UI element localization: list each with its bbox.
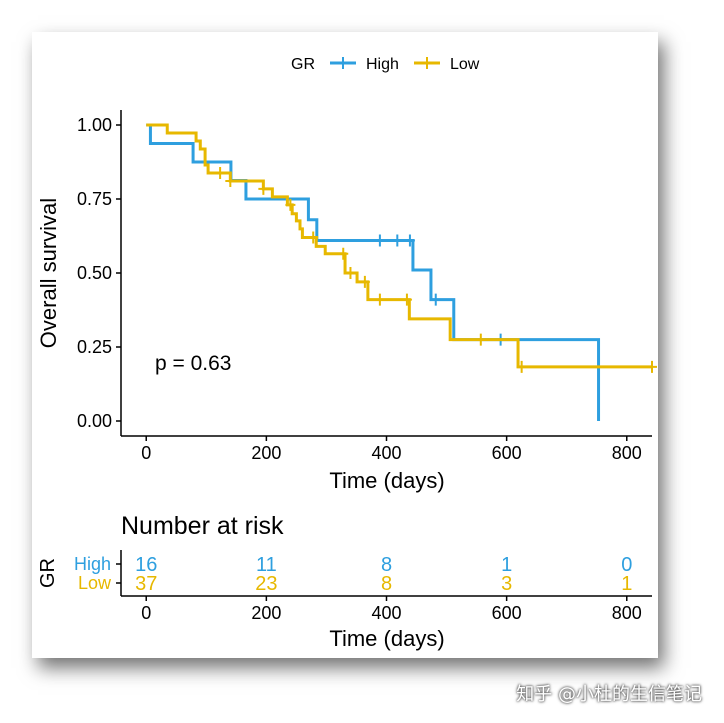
y-ticks: 0.00 0.25 0.50 0.75 1.00 <box>77 115 121 431</box>
watermark: 知乎 @小杜的生信笔记 <box>516 684 702 705</box>
censor-mark-low <box>475 333 486 346</box>
censor-mark-high <box>404 234 415 247</box>
risk-count-high: 11 <box>256 554 277 576</box>
figure-card <box>32 32 658 658</box>
x-tick-label: 600 <box>492 443 522 463</box>
censor-mark-low <box>401 293 412 306</box>
censor-mark-low <box>647 360 657 373</box>
legend-title: GR <box>291 56 315 73</box>
x-tick-label: 800 <box>612 443 642 463</box>
censor-mark-low <box>258 182 269 195</box>
survival-curves <box>146 123 657 421</box>
risk-x-tick-label: 600 <box>492 603 522 623</box>
y-tick-label: 0.50 <box>77 263 112 283</box>
risk-x-tick-label: 0 <box>141 603 151 623</box>
censor-mark-high <box>430 293 441 306</box>
risk-row-label-low: Low <box>78 573 112 593</box>
x-tick-label: 0 <box>141 443 151 463</box>
risk-x-tick-label: 200 <box>251 603 281 623</box>
censor-mark-low <box>308 231 319 244</box>
censor-mark-low <box>359 275 370 288</box>
curve-low <box>146 123 652 369</box>
risk-count-low: 23 <box>255 573 277 595</box>
risk-count-low: 3 <box>501 573 512 595</box>
legend-low-label: Low <box>450 56 480 73</box>
x-tick-label: 200 <box>251 443 281 463</box>
risk-count-low: 8 <box>381 573 392 595</box>
x-ticks: 0 200 400 600 800 <box>141 436 642 463</box>
p-value-annotation: p = 0.63 <box>155 352 231 375</box>
risk-count-low: 37 <box>135 573 157 595</box>
censor-mark-low <box>345 267 356 279</box>
censor-mark-low <box>338 247 349 260</box>
curve-high <box>146 123 601 421</box>
risk-table-title: Number at risk <box>121 512 284 540</box>
censor-mark-low <box>225 174 236 187</box>
y-tick-label: 1.00 <box>77 115 112 135</box>
censor-mark-low <box>516 360 527 373</box>
x-axis-title: Time (days) <box>329 468 444 493</box>
y-tick-label: 0.75 <box>77 189 112 209</box>
legend: GR High Low <box>291 56 480 73</box>
risk-count-high: 8 <box>381 554 392 576</box>
y-tick-label: 0.00 <box>77 411 112 431</box>
risk-count-high: 1 <box>501 554 512 576</box>
censor-mark-high <box>374 234 385 247</box>
risk-count-high: 0 <box>621 554 632 576</box>
censor-mark-low <box>285 198 296 211</box>
risk-count-high: 16 <box>135 554 157 576</box>
risk-x-tick-label: 800 <box>612 603 642 623</box>
legend-high-label: High <box>366 56 399 73</box>
y-axis-title: Overall survival <box>36 198 61 348</box>
risk-x-tick-label: 400 <box>371 603 401 623</box>
y-tick-label: 0.25 <box>77 337 112 357</box>
risk-row-label-high: High <box>74 554 111 574</box>
x-tick-label: 400 <box>371 443 401 463</box>
risk-count-low: 1 <box>621 573 632 595</box>
censor-mark-low <box>374 293 385 306</box>
censor-mark-high <box>392 234 403 247</box>
risk-table-y-title: GR <box>37 558 59 588</box>
risk-x-axis-title: Time (days) <box>329 626 444 651</box>
censor-mark-low <box>215 166 226 179</box>
